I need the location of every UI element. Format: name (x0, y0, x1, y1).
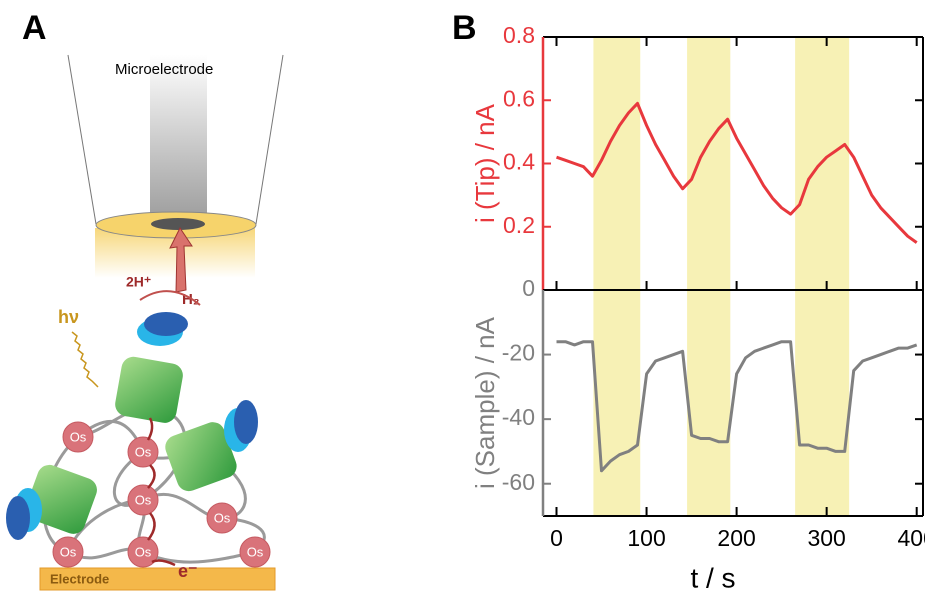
x-tick-label: 300 (807, 525, 845, 551)
chart: 0.2 0.4 0.6 0.8 i (Tip) / nA 0 -20 -40 -60i (Sam… (470, 22, 925, 593)
y-tick-label: 0.8 (503, 22, 535, 48)
enzyme (6, 312, 258, 540)
y-tick-label: 0.4 (503, 149, 535, 175)
label: Electrode (50, 571, 109, 586)
y-tick-label: 0.6 (503, 85, 535, 111)
glass-edge (255, 54, 284, 225)
y-tick-label: -20 (502, 340, 535, 366)
os-circle (127, 436, 159, 468)
x-tick-label: 200 (717, 525, 755, 551)
arrow (169, 227, 193, 293)
y-axis-title: i (Sample) / nA (470, 316, 500, 489)
wavy-arrow (71, 331, 99, 388)
label: hν (58, 307, 79, 327)
os-label: Os (60, 544, 77, 559)
os-circle (52, 536, 84, 568)
highlight-band (687, 37, 731, 516)
glass-edge (67, 54, 97, 225)
x-tick-label: 400 (898, 525, 925, 551)
reaction-arrow (139, 290, 201, 306)
data-line (556, 340, 918, 473)
label: Microelectrode (115, 61, 213, 78)
os-label: Os (135, 444, 152, 459)
x-tick-label: 100 (627, 525, 665, 551)
electron-path (146, 417, 176, 567)
x-axis-title: t / s (690, 562, 735, 593)
y-tick-label: 0.2 (503, 212, 535, 238)
os-label: Os (135, 492, 152, 507)
data-line (556, 101, 918, 244)
os-circle (127, 536, 159, 568)
os-label: Os (247, 544, 264, 559)
y-tick-label: -40 (502, 404, 535, 430)
panel-label: A (22, 9, 47, 47)
os-circle (127, 484, 159, 516)
x-tick-label: 0 (550, 525, 563, 551)
diagram: Microelectrode 2H⁺ H₂ hν Electrode OsOsO… (6, 54, 284, 591)
os-sites: Os Os Os Os Os Os Os (52, 421, 271, 568)
os-label: Os (135, 544, 152, 559)
wire (150, 55, 207, 225)
electrode-disk (151, 218, 205, 230)
label: 2H⁺ (126, 274, 151, 290)
highlight-band (795, 37, 850, 516)
os-circle (239, 536, 271, 568)
label: e⁻ (178, 561, 198, 581)
panel-label: B (452, 9, 477, 47)
os-circle (206, 502, 238, 534)
y-tick-label: -60 (502, 469, 535, 495)
electrode-bar (39, 567, 276, 591)
highlight-band (593, 37, 641, 516)
os-label: Os (214, 510, 231, 525)
os-circle (62, 421, 94, 453)
y-tick-label: 0 (522, 275, 535, 301)
y-axis-title: i (Tip) / nA (470, 103, 500, 223)
os-label: Os (70, 429, 87, 444)
